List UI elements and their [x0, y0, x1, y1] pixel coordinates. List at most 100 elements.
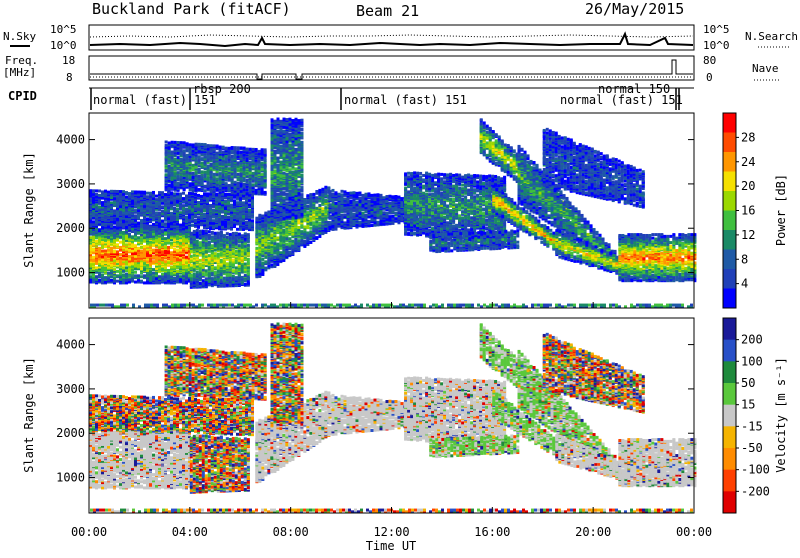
power-cell	[95, 266, 98, 269]
power-cell	[217, 248, 220, 251]
power-cell	[119, 190, 122, 193]
power-cell	[134, 255, 137, 258]
power-cell	[161, 229, 164, 232]
power-cell	[193, 264, 196, 267]
power-cell	[191, 224, 194, 227]
power-cell	[186, 171, 189, 174]
power-cell	[137, 191, 140, 194]
power-cell	[214, 232, 217, 235]
power-cell	[177, 176, 180, 179]
power-cell	[197, 201, 200, 204]
power-cell	[128, 255, 131, 258]
power-cell	[261, 214, 264, 217]
power-cell	[224, 222, 227, 225]
power-cell	[261, 241, 264, 244]
power-cell	[199, 235, 202, 238]
cpid-seg-5: normal (fast) 151	[560, 93, 683, 107]
power-cell	[224, 193, 227, 196]
power-cell	[95, 220, 98, 223]
power-cell	[164, 193, 167, 196]
power-cell	[210, 184, 213, 187]
power-cell	[140, 253, 143, 256]
power-cell	[113, 240, 116, 243]
power-cell	[92, 232, 95, 235]
power-cell	[193, 272, 196, 275]
power-cell	[241, 270, 244, 273]
power-cell	[204, 171, 207, 174]
power-cell	[235, 266, 238, 269]
power-cell	[146, 281, 149, 284]
power-cell	[179, 278, 182, 281]
date-title: 26/May/2015	[585, 0, 684, 18]
power-cell	[176, 208, 179, 211]
power-cell	[199, 269, 202, 272]
power-cell	[167, 208, 170, 211]
power-cell	[140, 191, 143, 194]
power-cell	[167, 202, 170, 205]
power-cell	[255, 184, 258, 187]
power-cell	[182, 266, 185, 269]
power-cell	[219, 182, 222, 185]
power-cell	[232, 259, 235, 262]
power-cell	[222, 175, 225, 178]
power-cell	[107, 205, 110, 208]
power-cell	[203, 213, 206, 216]
power-cell	[246, 159, 249, 162]
power-cell	[180, 149, 183, 152]
power-cell	[101, 197, 104, 200]
power-cell	[243, 188, 246, 191]
power-cell	[210, 163, 213, 166]
power-cell	[199, 241, 202, 244]
power-cell	[196, 229, 199, 232]
power-cell	[202, 244, 205, 247]
power-cell	[219, 161, 222, 164]
power-cell	[222, 151, 225, 154]
power-cell	[179, 239, 182, 242]
power-cell	[119, 263, 122, 266]
power-cell	[185, 238, 188, 241]
power-cell	[170, 251, 173, 254]
power-cell	[98, 214, 101, 217]
power-cell	[242, 228, 245, 231]
power-cell	[92, 237, 95, 240]
power-cell	[110, 269, 113, 272]
power-cell	[229, 241, 232, 244]
power-cell	[247, 249, 250, 252]
power-cell	[193, 281, 196, 284]
power-cell	[244, 283, 247, 286]
power-cell	[235, 239, 238, 242]
power-cell	[125, 196, 128, 199]
power-cell	[237, 155, 240, 158]
power-cell	[116, 243, 119, 246]
power-cell	[211, 235, 214, 238]
power-cell	[227, 216, 230, 219]
power-cell	[228, 163, 231, 166]
power-cell	[249, 148, 252, 151]
power-cell	[164, 228, 167, 231]
power-cell	[101, 266, 104, 269]
power-cell	[249, 175, 252, 178]
power-cell	[137, 247, 140, 250]
power-cell	[226, 245, 229, 248]
power-cell	[179, 198, 182, 201]
power-cell	[107, 278, 110, 281]
power-cell	[196, 242, 199, 245]
power-cell	[125, 273, 128, 276]
power-cell	[125, 209, 128, 212]
power-cell	[170, 233, 173, 236]
power-cell	[240, 151, 243, 154]
power-cell	[217, 270, 220, 273]
power-cell	[223, 238, 226, 241]
power-cell	[236, 228, 239, 231]
noise-tick-bottom-right: 10^0	[703, 39, 730, 52]
power-cell	[125, 198, 128, 201]
power-cell	[246, 181, 249, 184]
power-cell	[204, 185, 207, 188]
power-cell	[242, 201, 245, 204]
noise-tick-bottom: 10^0	[50, 39, 77, 52]
power-cell	[137, 236, 140, 239]
power-cell	[113, 250, 116, 253]
power-cell	[207, 176, 210, 179]
power-cell	[217, 279, 220, 282]
power-cell	[174, 183, 177, 186]
